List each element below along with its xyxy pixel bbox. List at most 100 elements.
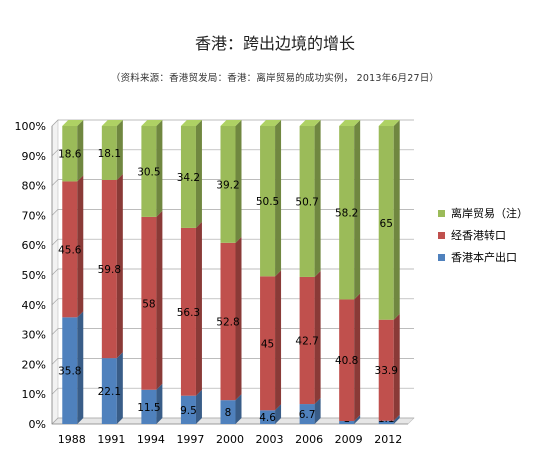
gridline xyxy=(51,179,414,186)
data-label: 50.5 xyxy=(256,196,279,208)
bar-top-offshore xyxy=(378,120,400,126)
legend-swatch xyxy=(438,253,445,261)
data-label: 45 xyxy=(261,338,274,350)
bar-segment-offshore xyxy=(260,126,276,277)
data-label: 34.2 xyxy=(177,172,200,184)
data-label: 40.8 xyxy=(335,355,358,367)
data-label: 30.5 xyxy=(137,166,160,178)
y-tick-label: 90% xyxy=(22,150,46,163)
bar-segment-reexport xyxy=(378,319,394,421)
bar-segment-offshore xyxy=(378,126,394,320)
bar-side-reexport xyxy=(116,173,123,359)
gridline xyxy=(51,298,414,306)
bar-segment-offshore xyxy=(180,126,196,228)
bar-segment-domestic xyxy=(260,410,276,424)
y-tick-label: 100% xyxy=(15,120,46,133)
gridline xyxy=(51,387,414,395)
bar-segment-domestic xyxy=(180,395,196,424)
gridline xyxy=(51,149,414,157)
data-label: 58 xyxy=(142,298,155,310)
y-tick-label: 40% xyxy=(22,299,46,312)
x-tick-label: 2003 xyxy=(256,433,284,446)
bar-side-domestic xyxy=(195,389,202,424)
data-label: 42.7 xyxy=(295,335,318,347)
bar-segment-reexport xyxy=(180,227,196,396)
data-label: 9.5 xyxy=(180,405,197,417)
x-tick-label: 1991 xyxy=(97,433,125,446)
y-tick-label: 80% xyxy=(22,180,46,193)
bar-side-reexport xyxy=(354,293,361,422)
bar-side-offshore xyxy=(393,120,400,320)
bar-segment-domestic xyxy=(299,404,315,424)
bar-side-offshore xyxy=(354,120,361,300)
legend-item-offshore: 离岸贸易（注） xyxy=(438,203,528,223)
legend-item-reexport: 经香港转口 xyxy=(438,225,528,245)
y-tick-label: 10% xyxy=(22,388,46,401)
data-label: 39.2 xyxy=(216,179,239,191)
legend-swatch xyxy=(438,231,445,239)
bar-segment-reexport xyxy=(101,179,117,359)
chart-subtitle: （资料来源：香港贸发局：香港：离岸贸易的成功实例， 2013年6月27日） xyxy=(110,73,440,84)
bar-top-offshore xyxy=(180,120,202,126)
bar-segment-domestic xyxy=(62,317,78,424)
gridline xyxy=(51,358,414,365)
gridline xyxy=(51,328,414,335)
bar-side-domestic xyxy=(275,404,282,424)
legend-swatch xyxy=(438,209,445,217)
bar-top-offshore xyxy=(141,120,163,126)
bar-side-offshore xyxy=(235,120,242,243)
bar-top-offshore xyxy=(101,120,123,126)
legend-label: 香港本产出口 xyxy=(451,251,517,264)
y-tick-label: 60% xyxy=(22,239,46,252)
bar-top-offshore xyxy=(62,120,84,126)
bar-segment-domestic xyxy=(101,358,117,424)
bar-side-offshore xyxy=(116,120,123,180)
bar-segment-reexport xyxy=(260,276,276,411)
bar-side-offshore xyxy=(275,120,282,277)
bar-side-reexport xyxy=(393,313,400,421)
bar-side-offshore xyxy=(314,120,321,277)
bar-side-reexport xyxy=(195,221,202,396)
bar-side-reexport xyxy=(77,175,84,318)
bar-segment-offshore xyxy=(299,126,315,277)
data-label: 8 xyxy=(225,407,232,419)
x-tick-label: 1988 xyxy=(58,433,86,446)
bar-side-offshore xyxy=(77,120,84,182)
bar-segment-domestic xyxy=(220,400,236,424)
bar-side-domestic xyxy=(354,415,361,424)
bar-top-offshore xyxy=(220,120,242,126)
bar-top-offshore xyxy=(339,120,361,126)
bar-segment-domestic xyxy=(141,389,157,424)
y-tick-label: 70% xyxy=(22,209,46,222)
legend-item-domestic: 香港本产出口 xyxy=(438,247,528,267)
bar-side-domestic xyxy=(116,352,123,424)
data-label: 35.8 xyxy=(58,366,81,378)
gridline xyxy=(51,268,414,276)
x-tick-label: 1997 xyxy=(176,433,204,446)
bar-segment-offshore xyxy=(339,126,355,300)
y-tick-label: 20% xyxy=(22,358,46,371)
gridline xyxy=(51,209,414,216)
bar-segment-offshore xyxy=(220,126,236,243)
gridline xyxy=(51,417,414,425)
bar-segment-reexport xyxy=(339,299,355,422)
bar-side-reexport xyxy=(314,270,321,405)
bar-side-reexport xyxy=(156,210,163,390)
data-label: 45.6 xyxy=(58,244,82,256)
data-label: 6.7 xyxy=(299,409,316,421)
bar-top-offshore xyxy=(260,120,282,126)
bar-segment-offshore xyxy=(141,126,157,217)
bar-side-domestic xyxy=(314,398,321,424)
chart-legend: 离岸贸易（注） 经香港转口香港本产出口 xyxy=(438,203,528,269)
data-label: 33.9 xyxy=(375,365,398,377)
data-label: 52.8 xyxy=(216,316,239,328)
bar-side-domestic xyxy=(156,383,163,424)
bar-side-domestic xyxy=(393,414,400,424)
chart-title: 香港：跨出边境的增长 xyxy=(194,34,355,53)
bar-side-domestic xyxy=(235,394,242,424)
legend-label: 经香港转口 xyxy=(451,229,506,242)
bar-segment-offshore xyxy=(101,126,117,180)
bar-side-reexport xyxy=(275,270,282,411)
data-label: 65 xyxy=(380,218,393,230)
